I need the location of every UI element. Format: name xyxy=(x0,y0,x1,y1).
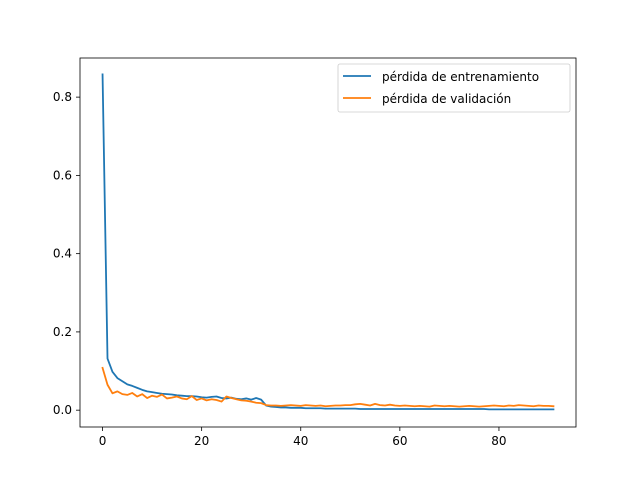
x-axis: 0 20 40 60 80 xyxy=(99,427,507,448)
x-tick-label: 40 xyxy=(293,434,308,448)
x-tick-label: 80 xyxy=(491,434,506,448)
y-tick-label: 0.0 xyxy=(53,403,72,417)
series-line-training xyxy=(101,73,555,411)
series-layer xyxy=(101,73,555,411)
x-tick-label: 0 xyxy=(99,434,107,448)
legend-label-training: pérdida de entrenamiento xyxy=(382,70,539,84)
y-tick-label: 0.8 xyxy=(53,90,72,104)
y-tick-label: 0.6 xyxy=(53,168,72,182)
legend-box xyxy=(337,63,571,113)
legend-label-validation: pérdida de validación xyxy=(382,92,511,106)
y-axis: 0.0 0.2 0.4 0.6 0.8 xyxy=(53,90,80,417)
series-line-validation xyxy=(101,366,555,408)
x-tick-label: 20 xyxy=(194,434,209,448)
legend: pérdida de entrenamiento pérdida de vali… xyxy=(337,63,571,113)
x-tick-label: 60 xyxy=(392,434,407,448)
y-tick-label: 0.4 xyxy=(53,247,72,261)
axes-frame xyxy=(79,57,577,428)
y-tick-label: 0.2 xyxy=(53,325,72,339)
